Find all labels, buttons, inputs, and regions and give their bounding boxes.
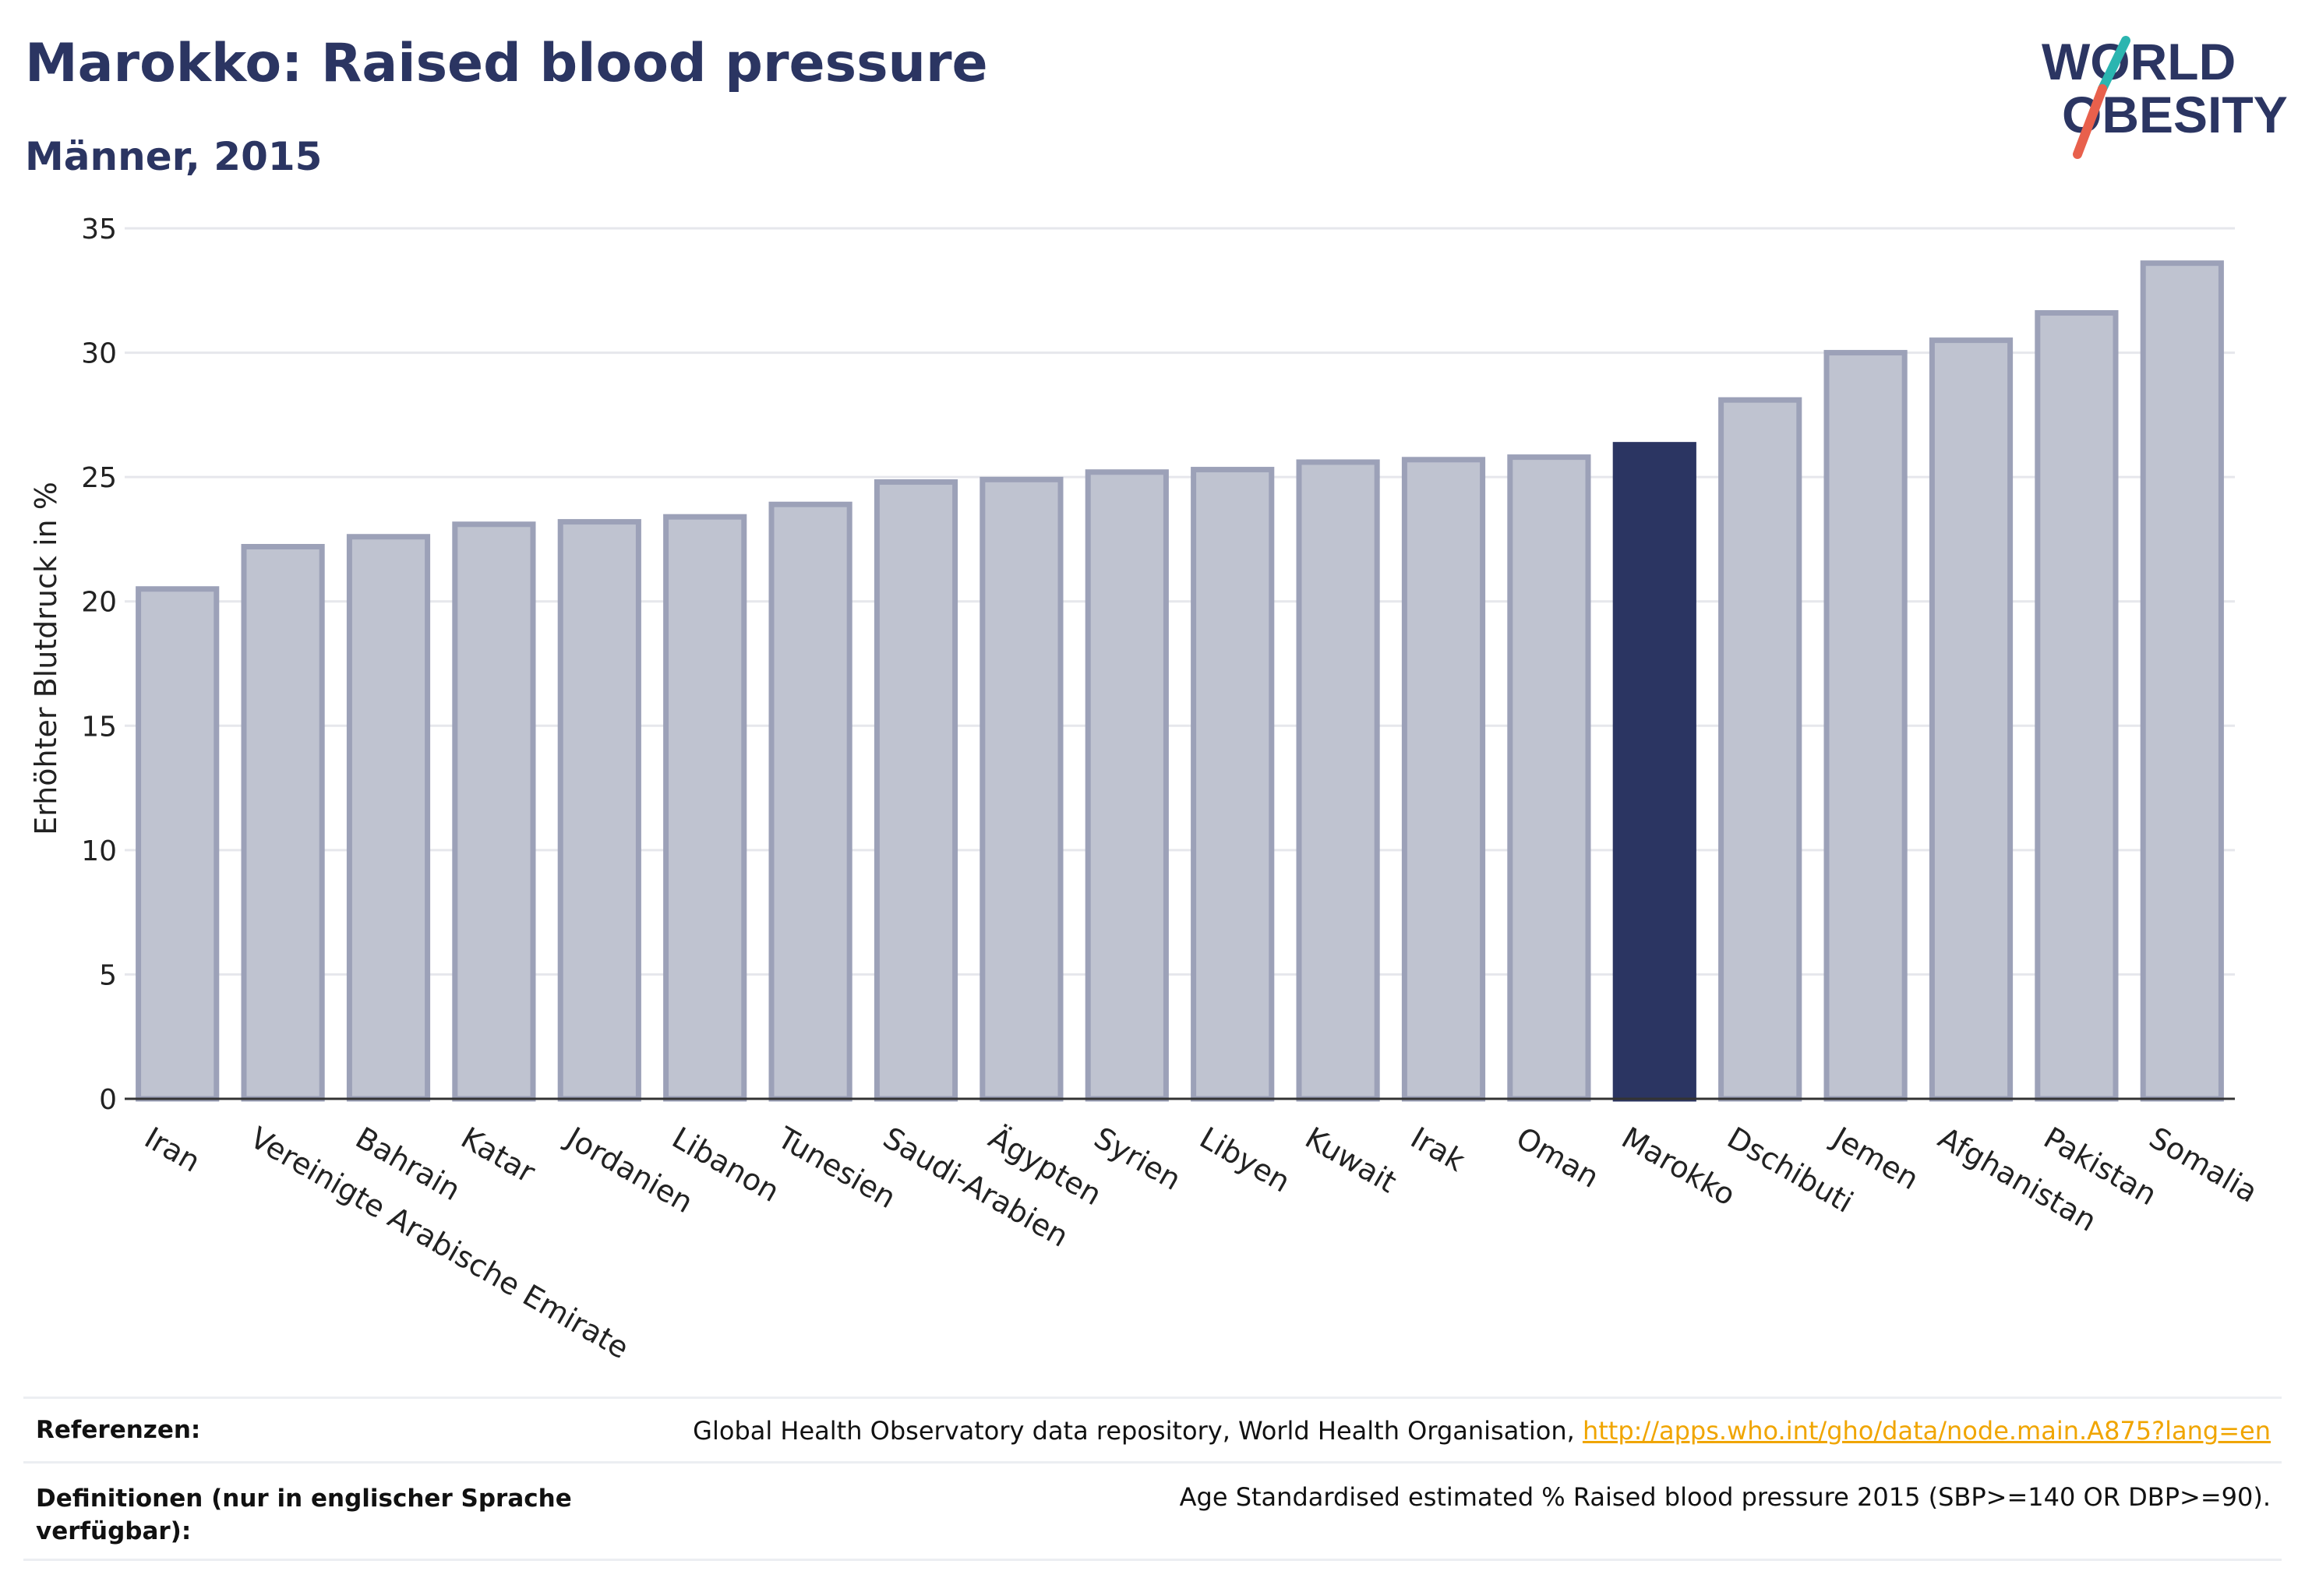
- bar: [1929, 337, 2014, 1102]
- references-value: Global Health Observatory data repositor…: [693, 1416, 2271, 1446]
- x-tick-label: Somalia: [2144, 1121, 2264, 1209]
- world-obesity-logo: WORLD OBESITY: [2042, 33, 2288, 159]
- logo-slash-red: [2073, 84, 2107, 159]
- x-tick-label: Iran: [139, 1121, 206, 1179]
- logo-text-world: WORLD: [2042, 33, 2236, 90]
- x-tick-label: Marokko: [1616, 1121, 1742, 1213]
- bar: [1296, 459, 1380, 1102]
- bar-chart: 0 5 10 15 20 25 30 35 Iran Vereinigte Arabische …: [29, 214, 2264, 1365]
- x-axis: Iran Vereinigte Arabische EmirateBahrainK…: [125, 1097, 2264, 1365]
- bar-highlight: [1612, 442, 1696, 1102]
- references-table: Referenzen: Global Health Observatory da…: [23, 1396, 2282, 1561]
- x-tick-label: Libyen: [1194, 1121, 1296, 1199]
- x-tick-label: Saudi-Arabien: [877, 1121, 1074, 1254]
- y-axis: 0 5 10 15 20 25 30 35: [81, 214, 117, 1116]
- bar: [346, 534, 431, 1102]
- bar: [1191, 467, 1275, 1102]
- bar: [1085, 469, 1169, 1102]
- y-tick-label: 20: [81, 587, 117, 619]
- y-tick-label: 25: [81, 462, 117, 494]
- references-link[interactable]: http://apps.who.int/gho/data/node.main.A…: [1582, 1416, 2271, 1446]
- x-tick-label: Tunesien: [771, 1120, 902, 1215]
- bar: [136, 586, 220, 1102]
- bar: [768, 501, 852, 1102]
- bar: [663, 514, 747, 1102]
- bar: [452, 521, 536, 1102]
- chart-subtitle: Männer, 2015: [25, 134, 323, 179]
- bar: [2035, 310, 2119, 1102]
- definitions-row: Definitionen (nur in englischer Sprache …: [23, 1461, 2282, 1561]
- references-label: Referenzen:: [36, 1416, 201, 1444]
- x-tick-label: Irak: [1405, 1121, 1470, 1178]
- bar: [241, 544, 325, 1102]
- bar: [980, 476, 1064, 1102]
- bar: [874, 479, 958, 1102]
- y-tick-label: 0: [99, 1084, 117, 1116]
- x-tick-label: Kuwait: [1300, 1121, 1403, 1200]
- y-tick-label: 35: [81, 214, 117, 245]
- y-tick-label: 30: [81, 338, 117, 370]
- definitions-value: Age Standardised estimated % Raised bloo…: [1179, 1482, 2271, 1512]
- bar: [557, 519, 641, 1102]
- references-row: Referenzen: Global Health Observatory da…: [23, 1396, 2282, 1461]
- y-tick-label: 15: [81, 711, 117, 743]
- logo-slash-teal: [2098, 36, 2130, 94]
- chart-title: Marokko: Raised blood pressure: [25, 33, 988, 94]
- bar: [1507, 454, 1591, 1102]
- y-tick-label: 5: [99, 959, 117, 991]
- bar: [1823, 350, 1908, 1102]
- x-tick-label: Oman: [1510, 1121, 1604, 1195]
- y-tick-label: 10: [81, 835, 117, 867]
- references-text: Global Health Observatory data repositor…: [693, 1416, 1583, 1446]
- bars: [136, 260, 2224, 1102]
- y-axis-label: Erhöhter Blutdruck in %: [29, 482, 63, 835]
- gridlines: [125, 227, 2235, 976]
- bar: [1718, 397, 1802, 1102]
- bar: [1401, 457, 1486, 1102]
- bar: [2140, 260, 2224, 1102]
- definitions-label: Definitionen (nur in englischer Sprache …: [36, 1485, 572, 1545]
- x-tick-label: Katar: [455, 1121, 541, 1190]
